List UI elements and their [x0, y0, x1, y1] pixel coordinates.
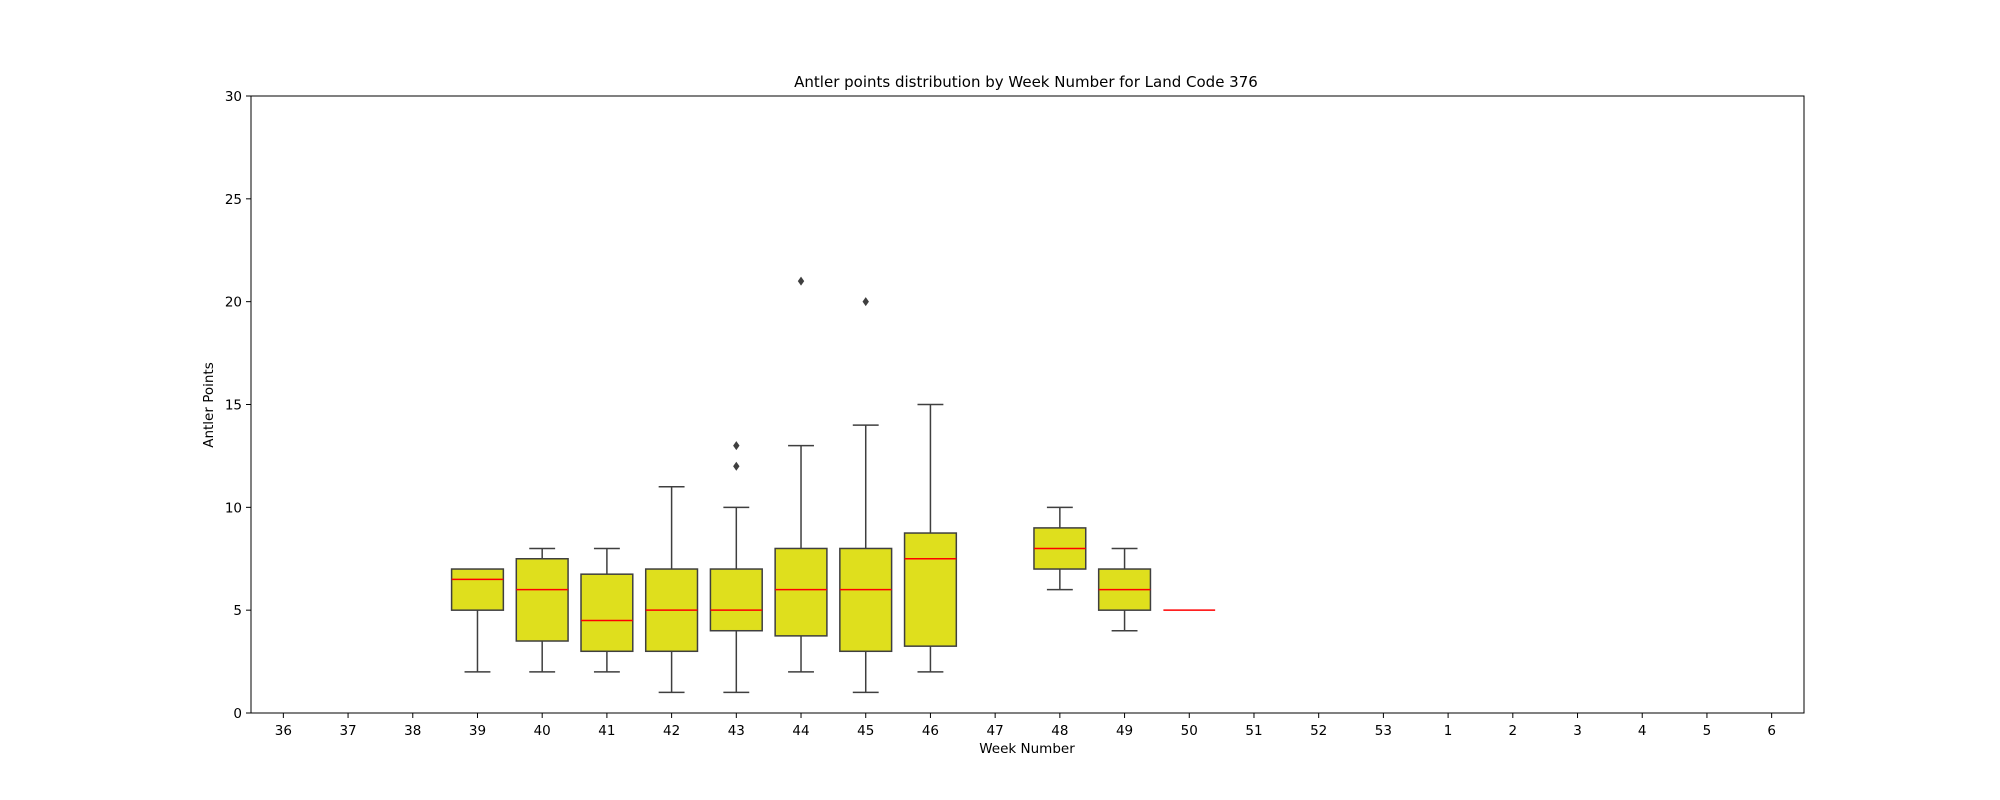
y-axis: 0 5 10 15 20 25 30	[225, 89, 251, 722]
iqr-box	[774, 547, 828, 637]
x-tick-label: 50	[1181, 723, 1198, 739]
box-week-45	[839, 297, 893, 694]
iqr-box	[515, 558, 569, 642]
x-axis-label: Week Number	[979, 741, 1075, 757]
x-tick-label: 46	[922, 723, 939, 739]
plot-area	[450, 276, 1216, 694]
box-week-42	[644, 486, 699, 694]
x-tick-label: 3	[1573, 723, 1582, 739]
x-tick-label: 6	[1767, 723, 1776, 739]
x-tick-label: 42	[663, 723, 680, 739]
y-tick-label: 0	[233, 706, 242, 722]
chart-title: Antler points distribution by Week Numbe…	[794, 73, 1258, 91]
iqr-box	[709, 568, 763, 632]
y-tick-label: 30	[225, 89, 242, 105]
x-tick-label: 49	[1116, 723, 1133, 739]
outlier-point	[733, 441, 740, 451]
plot-frame	[250, 95, 1805, 714]
x-tick-label: 37	[339, 723, 356, 739]
box-week-41	[580, 547, 634, 673]
y-tick-label: 20	[225, 295, 242, 311]
x-tick-label: 52	[1310, 723, 1327, 739]
box-week-48	[1033, 506, 1087, 591]
x-tick-label: 51	[1245, 723, 1262, 739]
y-tick-label: 25	[225, 192, 242, 208]
x-tick-label: 40	[534, 723, 551, 739]
x-tick-label: 48	[1051, 723, 1068, 739]
x-tick-label: 44	[792, 723, 809, 739]
x-tick-label: 36	[275, 723, 292, 739]
y-tick-label: 10	[225, 500, 242, 516]
box-week-40	[515, 547, 569, 673]
x-tick-label: 5	[1703, 723, 1712, 739]
box-week-49	[1097, 547, 1152, 632]
x-tick-label: 38	[404, 723, 421, 739]
y-axis-label: Antler Points	[201, 362, 217, 448]
x-tick-label: 1	[1444, 723, 1453, 739]
x-tick-label: 41	[598, 723, 615, 739]
outlier-point	[733, 461, 740, 471]
outlier-point	[862, 297, 869, 307]
box-week-43	[709, 441, 763, 694]
x-tick-label: 39	[469, 723, 486, 739]
box-week-46	[903, 403, 958, 673]
iqr-box	[903, 532, 958, 647]
y-tick-label: 15	[225, 398, 242, 414]
x-tick-label: 53	[1375, 723, 1392, 739]
y-tick-label: 5	[233, 603, 242, 619]
box-week-39	[450, 568, 505, 673]
x-axis: 36 37 38 39 40 41 42 43 44 45 46 47 48 49 50 51 52 53 1 2 3 4…	[275, 713, 1776, 739]
iqr-box	[839, 547, 893, 653]
outlier-point	[797, 276, 805, 286]
x-tick-label: 47	[987, 723, 1004, 739]
x-tick-label: 2	[1509, 723, 1518, 739]
x-tick-label: 45	[857, 723, 874, 739]
iqr-box	[580, 573, 634, 653]
x-tick-label: 43	[728, 723, 745, 739]
iqr-box	[450, 568, 505, 611]
x-tick-label: 4	[1638, 723, 1647, 739]
box-week-44	[774, 276, 828, 673]
